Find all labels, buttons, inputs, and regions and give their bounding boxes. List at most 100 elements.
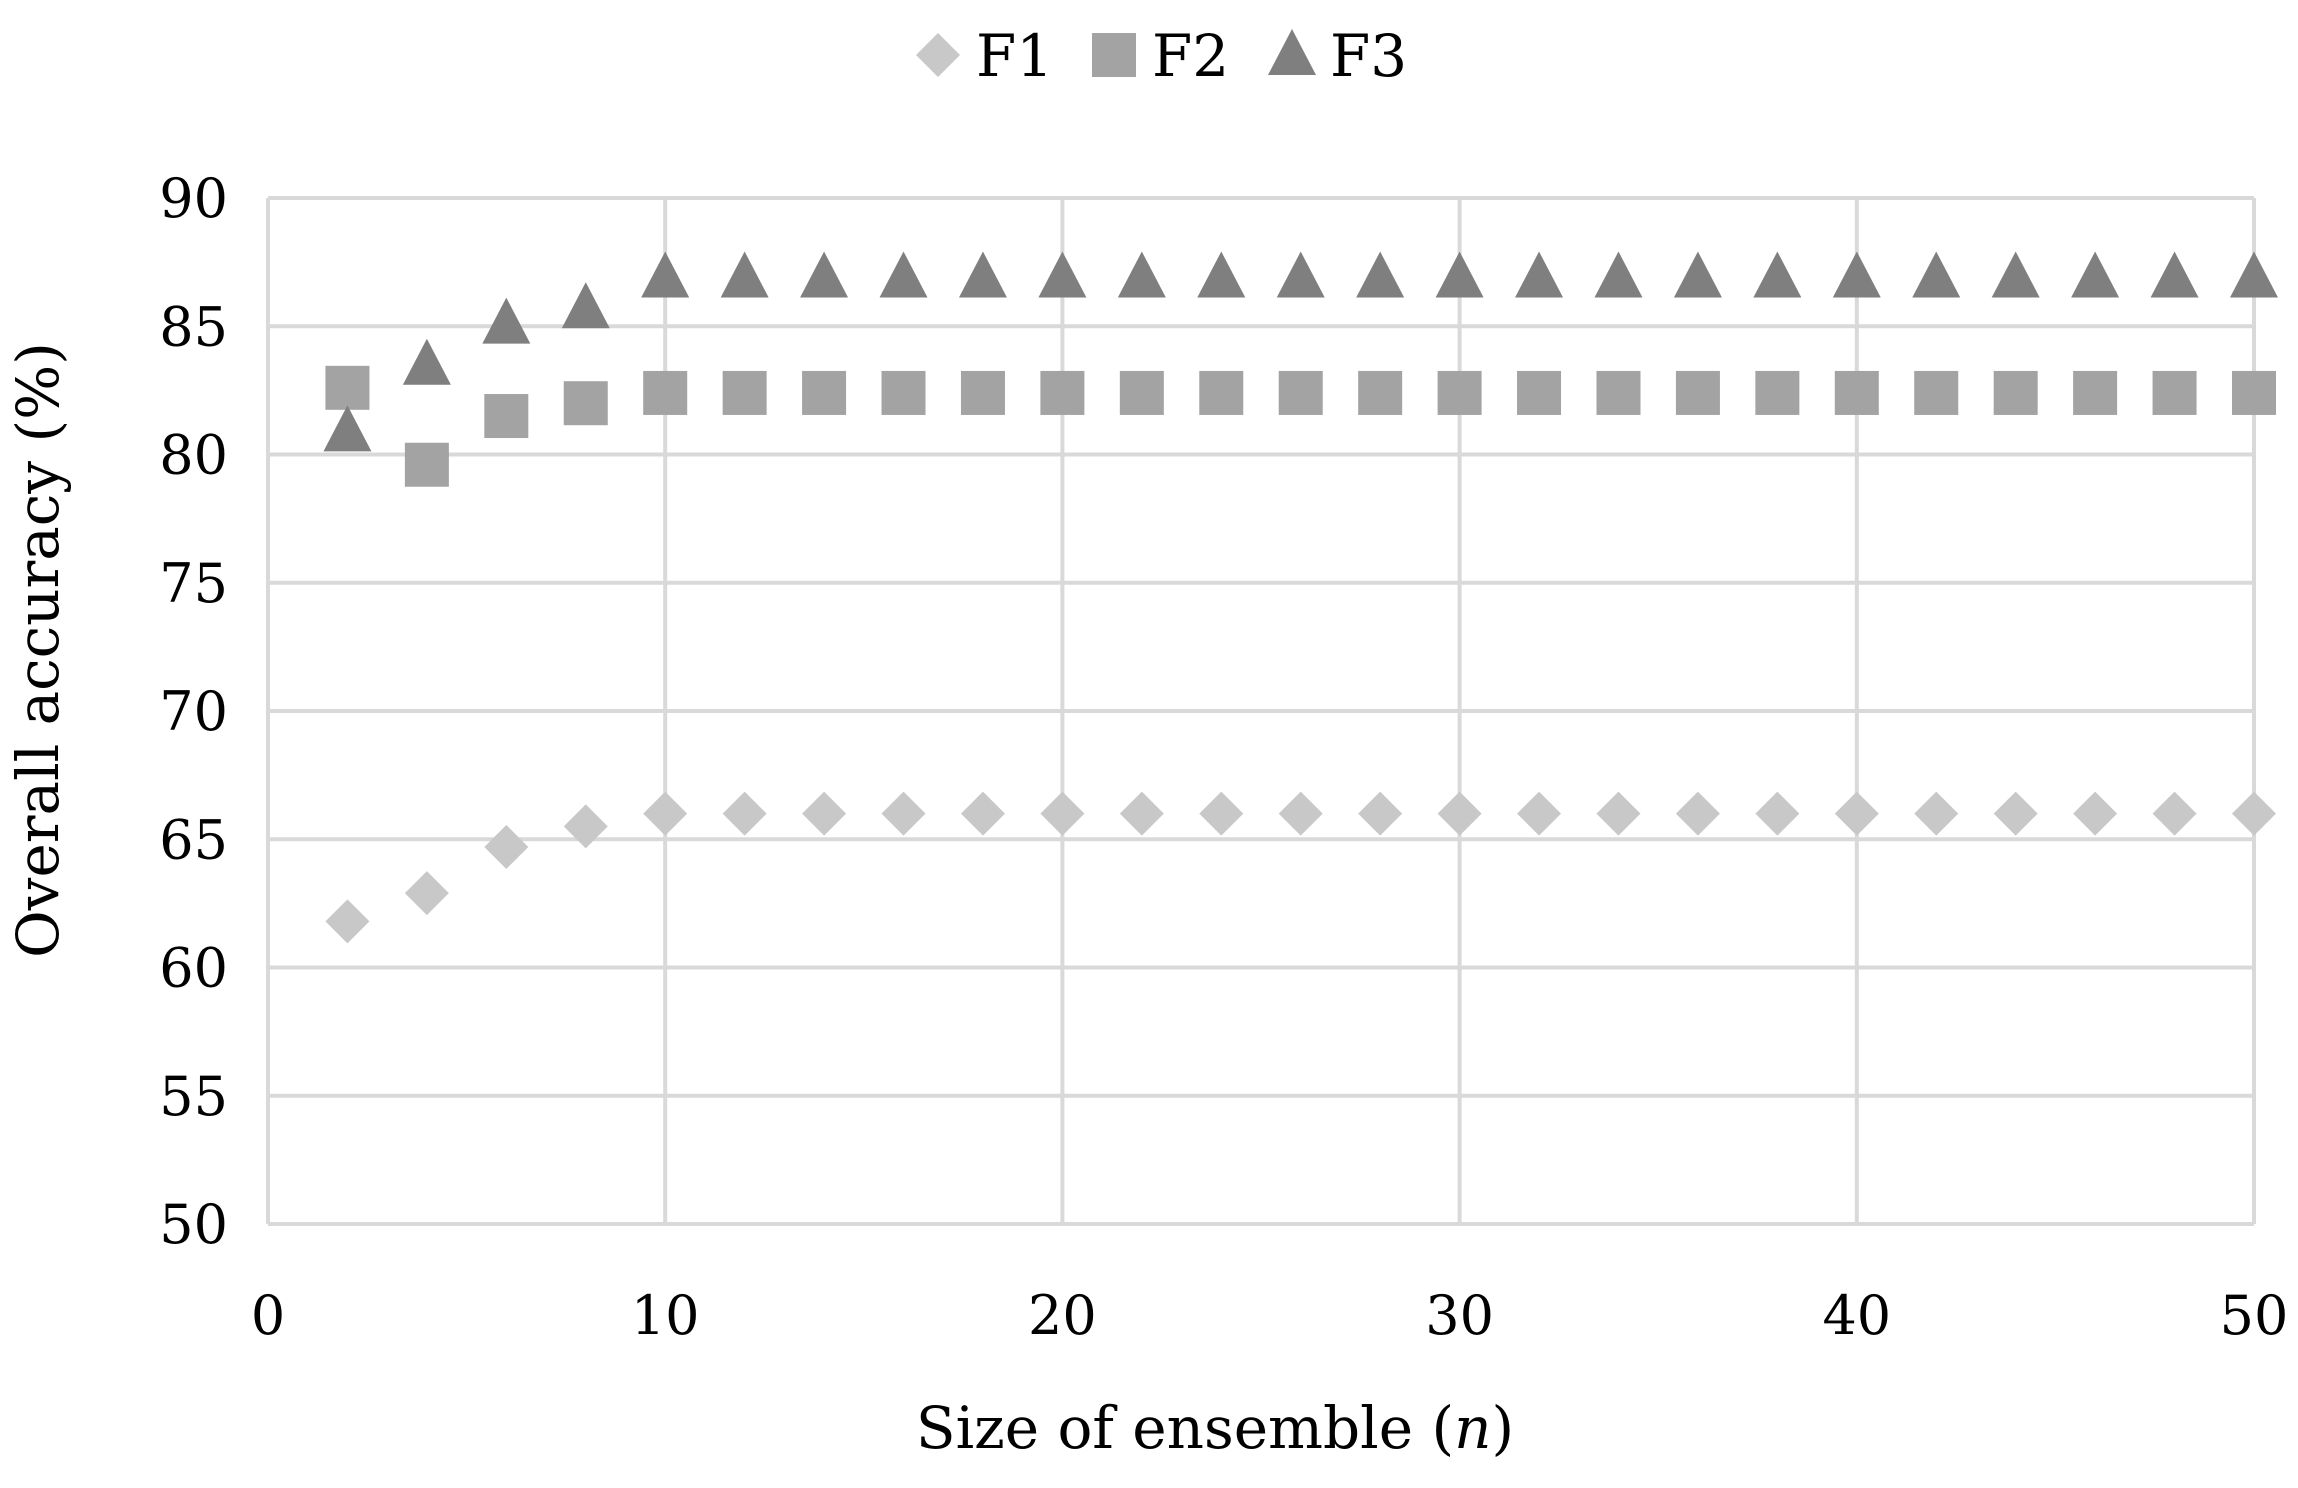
data-point-F1 [722,791,767,836]
data-point-F3 [402,338,451,385]
data-point-F1 [1199,791,1244,836]
data-point-F1 [1040,791,1085,836]
y-tick-label: 55 [159,1065,228,1128]
x-axis-ticks: 0 10 20 30 40 50 [251,1284,2289,1347]
y-tick-label: 60 [159,937,228,1000]
data-point-F1 [1278,791,1323,836]
y-tick-label: 65 [159,808,228,871]
data-point-F2 [1914,370,1959,415]
data-point-F2 [1040,370,1085,415]
legend: F1 F2 F3 [916,22,1407,90]
data-point-F1 [881,791,926,836]
data-point-F3 [720,251,769,298]
data-point-F2 [1517,370,1562,415]
y-tick-label: 90 [159,167,228,230]
x-axis-title: Size of ensemble (n) [916,1394,1514,1462]
data-point-F3 [2071,251,2120,298]
x-tick-label: 40 [1822,1284,1891,1347]
data-point-F3 [2150,251,2199,298]
data-point-F3 [1276,251,1325,298]
data-point-F3 [2230,251,2278,298]
data-point-F2 [2232,370,2276,415]
data-point-F2 [2152,370,2197,415]
data-point-F3 [879,251,928,298]
legend-item-F2: F2 [1092,22,1229,90]
data-point-F1 [1834,791,1879,836]
legend-marker-F2 [1092,33,1136,77]
data-point-F3 [958,251,1007,298]
data-point-F1 [2073,791,2118,836]
data-point-F3 [641,251,690,298]
x-tick-label: 20 [1028,1284,1097,1347]
data-point-F1 [802,791,847,836]
data-point-F3 [1197,251,1246,298]
data-point-F3 [1356,251,1405,298]
data-point-F3 [1673,251,1722,298]
data-point-F1 [1119,791,1164,836]
data-point-F3 [800,251,849,298]
y-tick-label: 50 [159,1193,228,1256]
y-tick-label: 70 [159,680,228,743]
y-axis-title: Overall accuracy (%) [4,342,72,958]
data-point-F1 [484,824,529,869]
x-axis-title-variable: n [1454,1394,1491,1462]
data-point-F1 [643,791,688,836]
data-point-F1 [1914,791,1959,836]
legend-item-F3: F3 [1268,22,1407,90]
x-tick-label: 10 [631,1284,700,1347]
data-point-F3 [1435,251,1484,298]
data-point-F2 [404,442,449,487]
data-point-F2 [960,370,1005,415]
data-point-F3 [1038,251,1087,298]
data-point-F1 [1755,791,1800,836]
data-point-F2 [325,365,370,410]
data-point-F2 [1437,370,1482,415]
data-point-F3 [323,405,372,452]
data-point-F2 [1675,370,1720,415]
data-point-F3 [482,297,531,344]
gridlines [266,196,2256,1226]
data-point-F3 [1991,251,2040,298]
data-point-F2 [802,370,847,415]
data-point-F2 [484,394,529,439]
data-point-F1 [1675,791,1720,836]
legend-label-F3: F3 [1330,22,1407,90]
data-point-F1 [1993,791,2038,836]
data-point-F2 [1834,370,1879,415]
data-point-F3 [561,282,610,329]
data-point-F1 [2152,791,2197,836]
data-point-F2 [1596,370,1641,415]
data-point-F2 [1119,370,1164,415]
legend-item-F1: F1 [916,22,1053,90]
data-point-F1 [2232,791,2276,836]
series-F2 [325,365,2276,487]
data-point-F1 [1437,791,1482,836]
data-point-F3 [1832,251,1881,298]
data-point-F2 [722,370,767,415]
series-F1 [325,791,2276,944]
data-point-F2 [1358,370,1403,415]
y-axis-ticks: 50 55 60 65 70 75 80 85 90 [159,167,228,1256]
data-point-F2 [643,370,688,415]
data-point-F2 [2073,370,2118,415]
data-point-F1 [404,871,449,916]
data-point-F1 [325,899,370,944]
y-tick-label: 75 [159,552,228,615]
data-point-F1 [960,791,1005,836]
data-point-F3 [1515,251,1564,298]
x-axis-title-end: ) [1491,1394,1514,1462]
data-point-F1 [563,804,608,849]
x-tick-label: 30 [1425,1284,1494,1347]
data-point-F1 [1596,791,1641,836]
x-tick-label: 50 [2220,1284,2289,1347]
legend-label-F1: F1 [976,22,1053,90]
legend-marker-F1 [916,33,960,77]
data-point-F1 [1358,791,1403,836]
y-tick-label: 80 [159,424,228,487]
legend-label-F2: F2 [1152,22,1229,90]
data-point-F2 [1278,370,1323,415]
legend-marker-F3 [1268,29,1316,75]
data-point-F3 [1912,251,1961,298]
data-points [323,251,2278,944]
